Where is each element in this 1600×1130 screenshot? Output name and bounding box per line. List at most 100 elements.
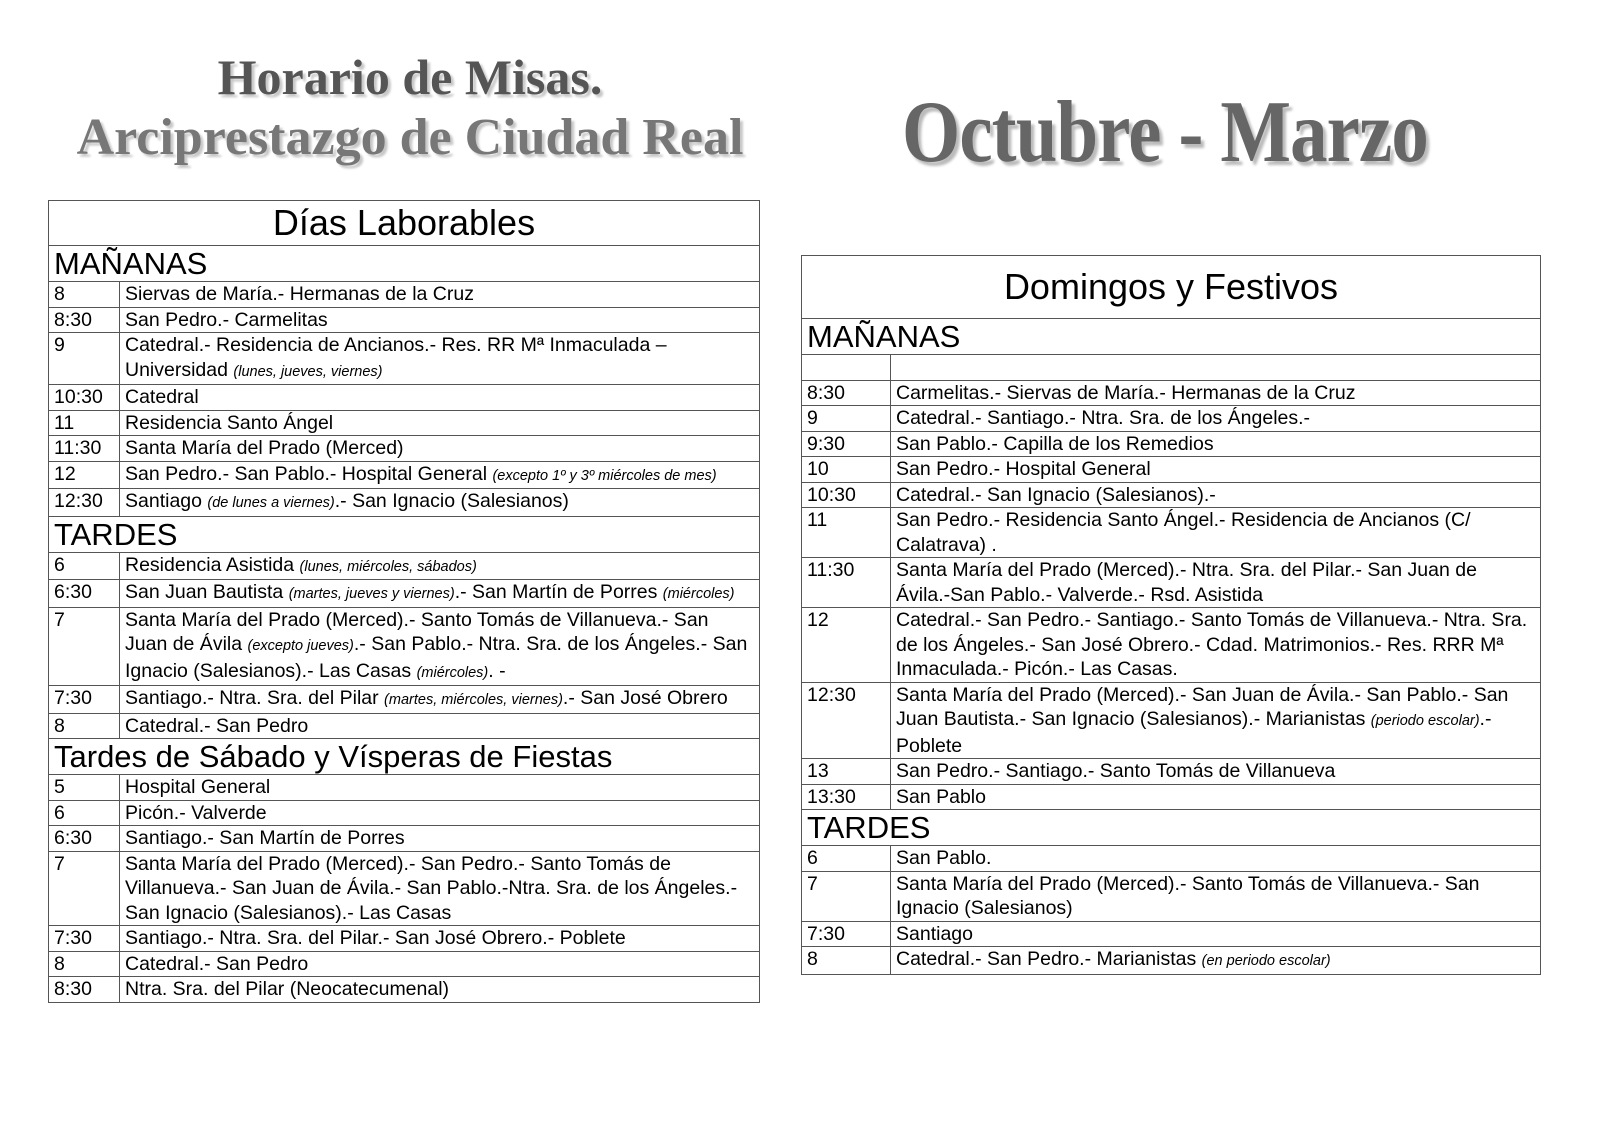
church-text: Santiago.- San Martín de Porres — [125, 827, 405, 849]
schedule-row: 11 Residencia Santo Ángel — [48, 409, 760, 436]
time-text: 9 — [54, 334, 65, 356]
time-text: 13 — [807, 760, 829, 782]
church-text: San Pablo — [896, 785, 986, 808]
time: 12 — [801, 607, 891, 683]
table-body: Días Laborables MAÑANAS 8 Siervas de María.… — [48, 200, 760, 1003]
church-text: .- Poblete — [896, 708, 1492, 757]
time-text: 11:30 — [807, 559, 855, 581]
schedule-row: 9 Catedral.- Residencia de Ancianos.- Res… — [48, 332, 760, 385]
churches: San Pablo.- Capilla de los Remedios — [890, 430, 1541, 457]
churches: Catedral.- San Pedro.- Santiago.- Santo … — [890, 607, 1541, 683]
churches: Santa María del Prado (Merced).- Santo T… — [890, 870, 1541, 922]
time: 11 — [801, 507, 891, 558]
church-text: .- San Ignacio (Salesianos) — [334, 490, 569, 512]
churches: Ntra. Sra. del Pilar (Neocatecumenal) — [119, 976, 760, 1003]
time: 7:30 — [48, 925, 120, 952]
table-title: Días Laborables — [48, 200, 760, 246]
church-text: Santa María del Prado (Merced).- San Ped… — [125, 852, 738, 924]
schedule-row: 7:30 Santiago.- Ntra. Sra. del Pilar.- Sa… — [48, 925, 760, 952]
churches: San Pedro.- Hospital General — [890, 456, 1541, 483]
time-text: 10 — [807, 458, 829, 480]
churches: Catedral.- Residencia de Ancianos.- Res.… — [119, 332, 760, 385]
time: 9 — [48, 332, 120, 385]
note: (lunes, jueves, viernes) — [233, 363, 383, 380]
churches: Picón.- Valverde — [119, 799, 760, 826]
time-text: 8:30 — [54, 978, 92, 1000]
time-text: 7:30 — [54, 927, 92, 949]
churches: Santiago.- Ntra. Sra. del Pilar (martes,… — [119, 685, 760, 714]
time: 9 — [801, 405, 891, 432]
schedule-row: 7:30 Santiago — [801, 920, 1541, 947]
note: (de lunes a viernes) — [207, 495, 335, 511]
time-text: 8 — [54, 283, 65, 305]
churches: Santa María del Prado (Merced) — [119, 435, 760, 462]
schedule-row: 8 Catedral.- San Pedro — [48, 712, 760, 739]
note: (martes, jueves y viernes) — [288, 586, 455, 602]
church-text: Santiago.- Ntra. Sra. del Pilar — [125, 687, 385, 709]
schedule-row: 6:30 San Juan Bautista (martes, jueves y … — [48, 579, 760, 608]
schedule-row: 12:30 Santiago (de lunes a viernes).- San… — [48, 488, 760, 517]
section-row: Tardes de Sábado y Vísperas de Fiestas — [48, 738, 760, 775]
church-text: Santa María del Prado (Merced) — [125, 437, 404, 459]
time-text: 5 — [54, 776, 65, 798]
churches: Siervas de María.- Hermanas de la Cruz — [119, 281, 760, 308]
churches: Catedral.- Santiago.- Ntra. Sra. de los … — [890, 405, 1541, 432]
church-text: San Juan Bautista — [125, 581, 289, 603]
section-row: MAÑANAS — [801, 318, 1541, 355]
time — [801, 354, 891, 381]
schedule-row: 6 Picón.- Valverde — [48, 799, 760, 826]
schedule-row: 10 San Pedro.- Hospital General — [801, 456, 1541, 483]
schedule-row: 10:30 Catedral — [48, 384, 760, 411]
time-text: 9 — [807, 407, 818, 429]
church-text: Hospital General — [125, 776, 271, 798]
title-row: Domingos y Festivos — [801, 255, 1541, 319]
weekday-table: Días Laborables MAÑANAS 8 Siervas de María.… — [48, 200, 760, 1003]
section-name: MAÑANAS — [48, 245, 760, 282]
church-text: Picón.- Valverde — [125, 801, 267, 824]
churches — [890, 354, 1541, 381]
church-text: .- San Martín de Porres — [454, 581, 663, 603]
time: 8 — [48, 950, 120, 977]
time: 10 — [801, 456, 891, 483]
time: 12:30 — [48, 488, 120, 517]
time: 8 — [48, 712, 120, 739]
schedule-row: 7 Santa María del Prado (Merced).- Santo … — [801, 870, 1541, 922]
church-text: San Pedro.- San Pablo.- Hospital General — [125, 462, 493, 485]
time: 13 — [801, 758, 891, 785]
section-name: TARDES — [801, 809, 1541, 846]
time-text: 12 — [807, 609, 829, 631]
church-text: Santa María del Prado (Merced).- San Jua… — [896, 683, 1509, 731]
note: (lunes, miércoles, sábados) — [299, 558, 477, 575]
church-text: Santa María del Prado (Merced).- Santo T… — [125, 608, 709, 656]
church-text: San Pablo. — [896, 847, 992, 869]
time-text: 6:30 — [54, 827, 92, 849]
churches: Santa María del Prado (Merced).- San Ped… — [119, 850, 760, 926]
time: 6:30 — [48, 825, 120, 852]
schedule-row: 7 Santa María del Prado (Merced).- Santo … — [48, 606, 760, 686]
time-text: 11:30 — [54, 437, 102, 459]
time-text: 9:30 — [807, 432, 845, 455]
church-text: Ntra. Sra. del Pilar (Neocatecumenal) — [125, 978, 450, 1000]
church-text: Catedral.- Santiago.- Ntra. Sra. de los … — [896, 407, 1311, 429]
schedule-row: 12:30 Santa María del Prado (Merced).- Sa… — [801, 681, 1541, 759]
time: 7:30 — [801, 920, 891, 947]
time: 5 — [48, 774, 120, 801]
table-title: Domingos y Festivos — [801, 255, 1541, 319]
time-text: 6 — [54, 553, 65, 576]
title-row: Días Laborables — [48, 200, 760, 246]
schedule-row: 6 Residencia Asistida (lunes, miércoles, … — [48, 551, 760, 580]
schedule-row: 8:30 San Pedro.- Carmelitas — [48, 306, 760, 333]
churches: Santa María del Prado (Merced).- Ntra. S… — [890, 557, 1541, 608]
time-text: 10:30 — [807, 483, 856, 506]
churches: Carmelitas.- Siervas de María.- Hermanas… — [890, 379, 1541, 406]
section-row: MAÑANAS — [48, 245, 760, 282]
time-text: 8:30 — [807, 381, 845, 404]
schedule-row: 7 Santa María del Prado (Merced).- San Pe… — [48, 850, 760, 926]
churches: Santiago.- Ntra. Sra. del Pilar.- San Jo… — [119, 925, 760, 952]
time: 8:30 — [801, 379, 891, 406]
schedule-row: 13:30 San Pablo — [801, 783, 1541, 810]
churches: San Pedro.- San Pablo.- Hospital General… — [119, 460, 760, 489]
church-text: .- San José Obrero — [562, 687, 728, 709]
time: 7 — [48, 850, 120, 926]
